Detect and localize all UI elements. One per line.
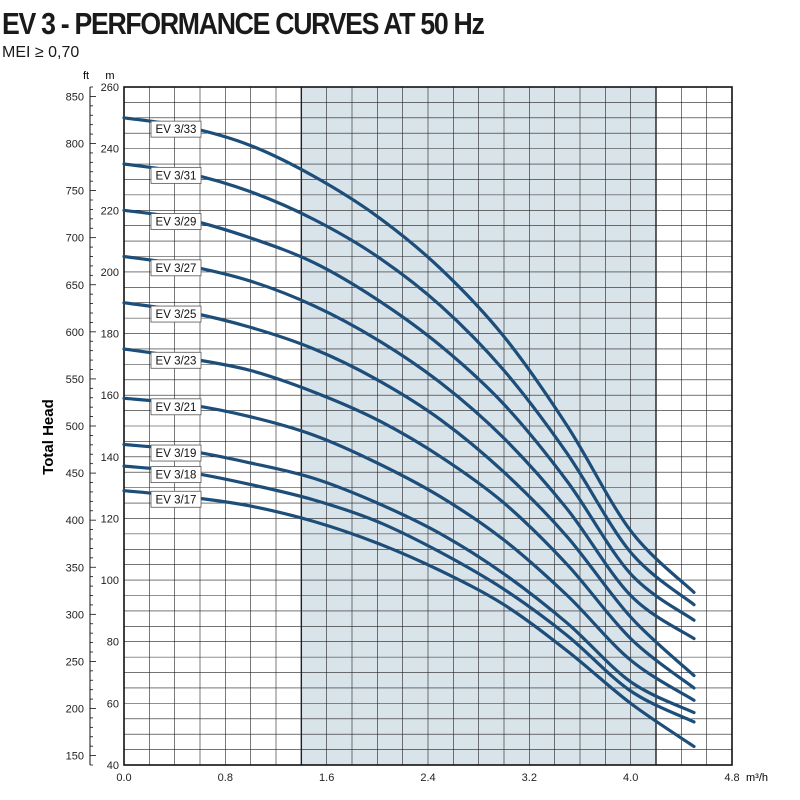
y-tick-label-m: 140 [101, 452, 119, 464]
series-label-box [150, 398, 202, 416]
plot-frame [123, 86, 733, 766]
series-label-text: EV 3/17 [156, 494, 197, 506]
series-label-box [150, 259, 202, 277]
y-tick-label-m: 260 [101, 82, 119, 94]
x-tick-label: 0.8 [218, 772, 233, 784]
y-axis-label: Total Head [40, 399, 57, 475]
y-tick-label-m: 220 [101, 205, 119, 217]
curve-ev-3-21 [122, 396, 696, 702]
y-tick-label-ft: 800 [66, 139, 84, 151]
series-label-ev-3-18: EV 3/18 [150, 466, 202, 484]
series-label-ev-3-31: EV 3/31 [150, 166, 202, 184]
series-label-box [150, 166, 202, 184]
y-tick-label-m: 40 [107, 760, 119, 772]
series-label-ev-3-21: EV 3/21 [150, 398, 202, 416]
y-tick-label-ft: 400 [66, 515, 84, 527]
series-label-box [150, 490, 202, 508]
y-tick-label-ft: 150 [66, 751, 84, 763]
y-tick-label-m: 100 [101, 575, 119, 587]
curve-ev-3-33 [122, 116, 696, 594]
y-tick-label-ft: 250 [66, 656, 84, 668]
series-label-text: EV 3/18 [156, 470, 197, 482]
y-tick-label-m: 160 [101, 390, 119, 402]
series-label-text: EV 3/25 [156, 309, 197, 321]
x-tick-label: 4.8 [724, 772, 739, 784]
y-tick-label-m: 240 [101, 144, 119, 156]
y-tick-label-ft: 700 [66, 233, 84, 245]
series-label-text: EV 3/23 [156, 355, 197, 367]
y-tick-label-ft: 650 [66, 280, 84, 292]
curve-ev-3-18 [122, 464, 696, 724]
series-label-ev-3-27: EV 3/27 [150, 259, 202, 277]
y-tick-label-ft: 200 [66, 704, 84, 716]
chart-subtitle: MEI ≥ 0,70 [2, 44, 80, 61]
curve-ev-3-23 [122, 347, 696, 690]
curve-ev-3-25 [122, 301, 696, 678]
series-label-ev-3-19: EV 3/19 [150, 444, 202, 462]
series-label-box [150, 466, 202, 484]
curve-ev-3-17 [122, 489, 696, 749]
x-tick-label: 4.0 [623, 772, 638, 784]
y-tick-label-m: 80 [107, 637, 119, 649]
y-unit-m: m [105, 70, 114, 82]
curve-ev-3-29 [122, 208, 696, 622]
y-tick-label-ft: 500 [66, 421, 84, 433]
series-label-text: EV 3/27 [156, 263, 197, 275]
series-label-box [150, 213, 202, 230]
series-label-ev-3-17: EV 3/17 [150, 490, 202, 508]
curve-ev-3-19 [122, 442, 696, 715]
x-tick-label: 1.6 [319, 772, 334, 784]
y-tick-label-ft: 350 [66, 562, 84, 574]
y-tick-label-ft: 850 [66, 91, 84, 103]
y-tick-label-m: 200 [101, 267, 119, 279]
y-tick-label-m: 60 [107, 698, 119, 710]
x-tick-label: 3.2 [522, 772, 537, 784]
y-tick-label-ft: 600 [66, 327, 84, 339]
series-label-ev-3-23: EV 3/23 [150, 351, 202, 369]
series-label-text: EV 3/19 [156, 448, 197, 460]
series-label-box [150, 351, 202, 369]
y-tick-label-m: 180 [101, 329, 119, 341]
series-label-text: EV 3/29 [156, 217, 197, 229]
y-tick-label-ft: 750 [66, 186, 84, 198]
y-tick-label-ft: 300 [66, 609, 84, 621]
series-label-box [150, 120, 202, 138]
series-label-text: EV 3/21 [156, 402, 197, 414]
x-tick-label: 0.0 [116, 772, 131, 784]
curve-ev-3-27 [122, 254, 696, 641]
series-label-box [150, 305, 202, 323]
series-label-text: EV 3/33 [156, 124, 197, 136]
series-label-ev-3-29: EV 3/29 [150, 213, 202, 230]
x-tick-label: 2.4 [420, 772, 435, 784]
curve-ev-3-31 [122, 162, 696, 607]
series-label-text: EV 3/31 [156, 170, 197, 182]
series-label-ev-3-25: EV 3/25 [150, 305, 202, 323]
y-tick-label-m: 120 [101, 513, 119, 525]
y-tick-label-ft: 550 [66, 374, 84, 386]
x-axis-unit-label: m³/h [746, 772, 768, 784]
series-label-box [150, 444, 202, 462]
chart-title: EV 3 - PERFORMANCE CURVES AT 50 Hz [2, 6, 485, 41]
y-unit-ft: ft [83, 70, 89, 82]
series-label-ev-3-33: EV 3/33 [150, 120, 202, 138]
y-tick-label-ft: 450 [66, 468, 84, 480]
